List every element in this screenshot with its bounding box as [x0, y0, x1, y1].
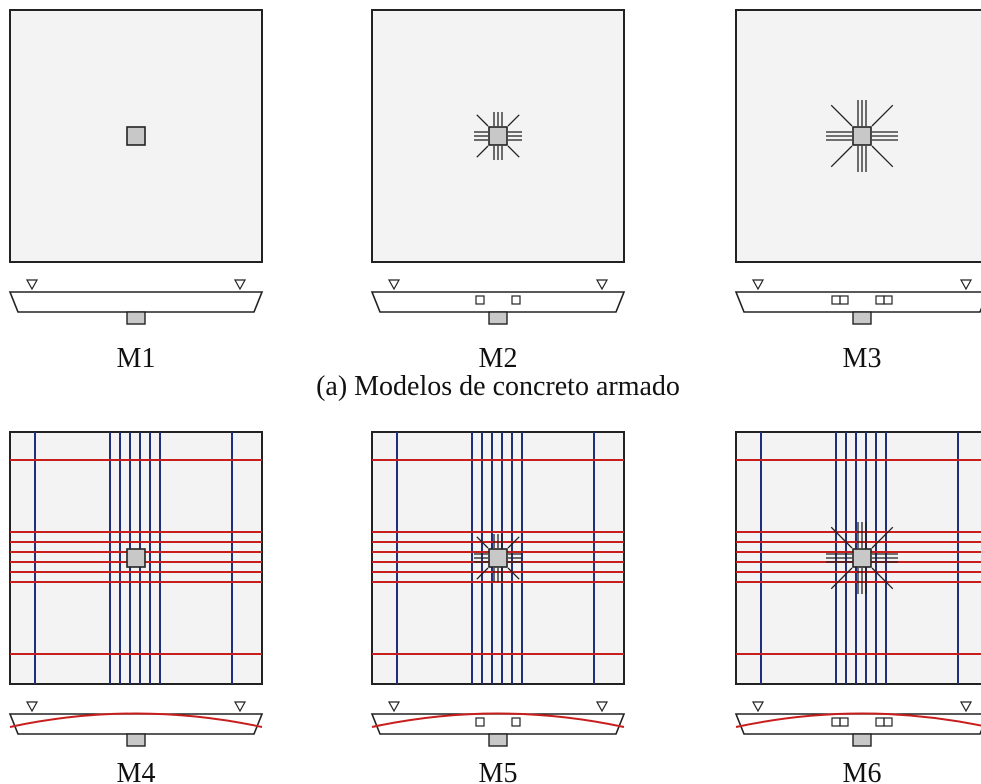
support-left — [751, 701, 765, 713]
column-stub — [852, 733, 872, 747]
column — [488, 126, 508, 146]
tendon-profile — [371, 712, 625, 728]
shear-studs — [826, 522, 898, 594]
caption-a: (a) Modelos de concreto armado — [316, 371, 680, 402]
column-stub — [126, 733, 146, 747]
slab-plan — [735, 9, 981, 263]
slab-section — [734, 701, 981, 747]
slab-plan — [735, 431, 981, 685]
stud-rail — [871, 526, 894, 549]
slab-section — [734, 279, 981, 325]
slab-section-outline — [734, 291, 981, 313]
model-label: M6 — [843, 758, 882, 784]
support-right — [595, 279, 609, 291]
slab-section-outline — [370, 713, 626, 735]
stud-rail — [830, 567, 853, 590]
slab-section-outline — [370, 291, 626, 313]
model-m6: M6 — [734, 431, 981, 784]
shear-studs — [826, 100, 898, 172]
stud-section — [839, 717, 849, 727]
model-label: M1 — [117, 343, 156, 374]
shear-studs — [474, 112, 522, 160]
support-left — [25, 279, 39, 291]
model-label: M2 — [479, 343, 518, 374]
stud-rail — [507, 567, 520, 580]
slab-section-outline — [734, 713, 981, 735]
support-right — [595, 701, 609, 713]
stud-rail — [871, 145, 894, 168]
slab-section — [8, 701, 264, 747]
stud-section — [511, 717, 521, 727]
slab-section — [370, 279, 626, 325]
column — [126, 548, 146, 568]
support-left — [25, 701, 39, 713]
model-label: M5 — [479, 758, 518, 784]
model-label: M3 — [843, 343, 882, 374]
model-m2: M2 — [370, 9, 626, 374]
column — [852, 126, 872, 146]
column-stub — [852, 311, 872, 325]
model-m3: M3 — [734, 9, 981, 374]
stud-rail — [830, 145, 853, 168]
slab-section — [370, 701, 626, 747]
tendon-profile — [9, 712, 263, 728]
stud-rail — [476, 145, 489, 158]
support-left — [387, 279, 401, 291]
stud-rail — [507, 114, 520, 127]
slab-section-outline — [8, 713, 264, 735]
column — [126, 126, 146, 146]
stud-section — [883, 717, 893, 727]
support-right — [959, 701, 973, 713]
shear-studs — [474, 534, 522, 582]
slab-plan — [9, 431, 263, 685]
stud-rail — [871, 567, 894, 590]
column — [488, 548, 508, 568]
support-right — [959, 279, 973, 291]
slab-plan — [371, 9, 625, 263]
support-right — [233, 701, 247, 713]
column-stub — [488, 733, 508, 747]
stud-rail — [507, 536, 520, 549]
slab-section-outline — [8, 291, 264, 313]
stud-rail — [830, 104, 853, 127]
slab-section — [8, 279, 264, 325]
stud-section — [475, 717, 485, 727]
model-label: M4 — [117, 758, 156, 784]
slab-plan — [371, 431, 625, 685]
column — [852, 548, 872, 568]
slab-plan — [9, 9, 263, 263]
stud-rail — [476, 536, 489, 549]
column-stub — [126, 311, 146, 325]
column-stub — [488, 311, 508, 325]
model-m5: M5 — [370, 431, 626, 784]
stud-rail — [830, 526, 853, 549]
support-left — [751, 279, 765, 291]
support-left — [387, 701, 401, 713]
stud-rail — [476, 114, 489, 127]
model-m4: M4 — [8, 431, 264, 784]
stud-section — [839, 295, 849, 305]
stud-section — [511, 295, 521, 305]
stud-rail — [476, 567, 489, 580]
tendon-profile — [735, 712, 981, 728]
stud-section — [883, 295, 893, 305]
stud-rail — [871, 104, 894, 127]
model-m1: M1 — [8, 9, 264, 374]
support-right — [233, 279, 247, 291]
stud-section — [475, 295, 485, 305]
stud-rail — [507, 145, 520, 158]
